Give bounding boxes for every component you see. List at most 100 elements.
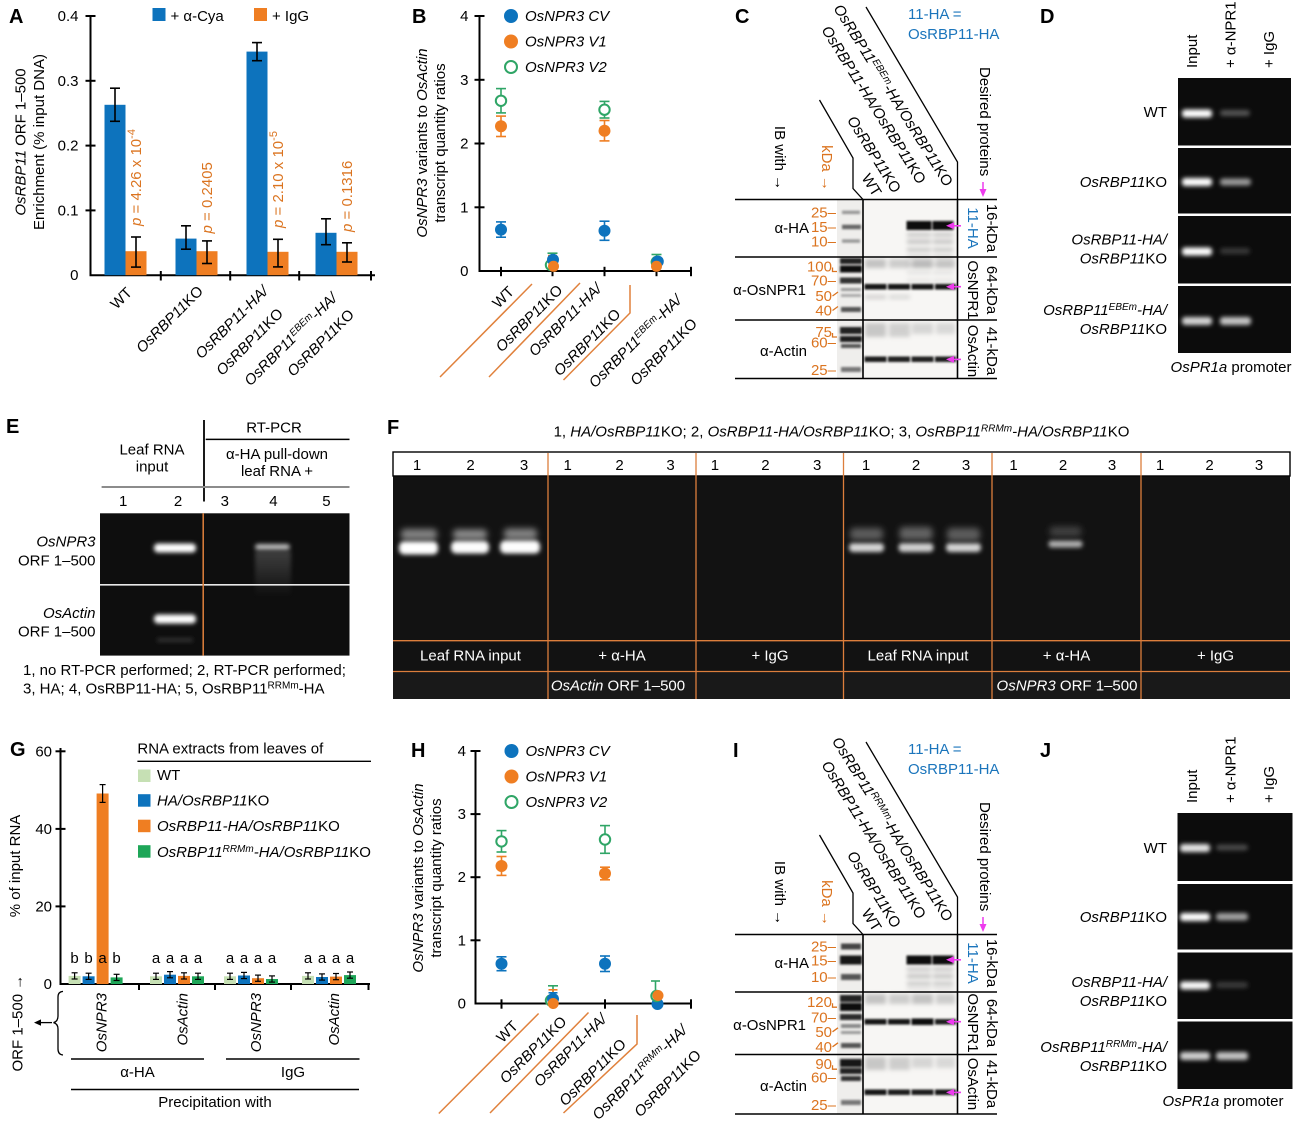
svg-text:2: 2 [912, 457, 920, 474]
svg-text:OsActin: OsActin [43, 605, 96, 622]
svg-text:3: 3 [221, 493, 229, 510]
svg-text:p = 2.10 x 10-5: p = 2.10 x 10-5 [268, 131, 287, 229]
svg-text:kDa →: kDa → [818, 880, 835, 926]
svg-text:OsPR1a promoter: OsPR1a promoter [1171, 359, 1292, 376]
svg-text:α-OsNPR1: α-OsNPR1 [733, 1017, 806, 1034]
svg-text:Enrichment (% input DNA): Enrichment (% input DNA) [31, 54, 48, 230]
svg-text:41-kDa: 41-kDa [983, 1060, 1000, 1109]
svg-text:α-HA: α-HA [120, 1064, 155, 1081]
svg-text:b: b [84, 950, 92, 967]
svg-text:0: 0 [458, 996, 466, 1013]
svg-text:90: 90 [815, 1056, 832, 1073]
svg-text:0: 0 [460, 263, 468, 280]
svg-text:3: 3 [520, 457, 528, 474]
svg-text:0.3: 0.3 [58, 73, 79, 90]
svg-text:OsNPR1: OsNPR1 [964, 260, 981, 319]
svg-text:IB with →: IB with → [771, 126, 788, 190]
svg-text:1: 1 [862, 457, 870, 474]
svg-text:1: 1 [458, 932, 466, 949]
svg-text:A: A [9, 6, 23, 28]
svg-text:3: 3 [813, 457, 821, 474]
svg-text:2: 2 [458, 869, 466, 886]
svg-text:a: a [304, 950, 313, 967]
svg-text:+ α-NPR1: + α-NPR1 [1223, 736, 1240, 803]
svg-text:3: 3 [1255, 457, 1263, 474]
svg-text:OsNPR3: OsNPR3 [248, 992, 265, 1052]
svg-text:OsRBP11-HA: OsRBP11-HA [908, 26, 999, 43]
svg-text:p = 4.26 x 10-4: p = 4.26 x 10-4 [126, 129, 145, 227]
svg-text:+ IgG: + IgG [1261, 31, 1278, 68]
svg-text:OsRBP11KO: OsRBP11KO [1080, 251, 1167, 268]
svg-text:16-kDa: 16-kDa [983, 204, 1000, 253]
svg-text:25–: 25– [811, 362, 837, 379]
svg-text:3: 3 [460, 72, 468, 89]
svg-text:11-HA: 11-HA [964, 207, 981, 248]
svg-text:5: 5 [322, 493, 330, 510]
svg-text:a: a [226, 950, 235, 967]
svg-text:25–: 25– [811, 1097, 837, 1114]
svg-text:OsActin ORF 1–500: OsActin ORF 1–500 [551, 678, 685, 695]
svg-text:OsRBP11-HA: OsRBP11-HA [908, 761, 999, 778]
svg-text:Leaf RNA input: Leaf RNA input [868, 648, 970, 665]
svg-text:α-OsNPR1: α-OsNPR1 [733, 282, 806, 299]
svg-text:0: 0 [70, 267, 78, 284]
svg-text:WT: WT [489, 283, 518, 312]
svg-text:Input: Input [1184, 34, 1201, 68]
svg-text:a: a [268, 950, 277, 967]
svg-text:1: 1 [1156, 457, 1164, 474]
svg-text:2: 2 [1059, 457, 1067, 474]
svg-text:a: a [152, 950, 161, 967]
svg-text:b: b [70, 950, 78, 967]
svg-text:OsRBP11EBEm-HA/: OsRBP11EBEm-HA/ [1043, 302, 1169, 319]
svg-text:50: 50 [815, 288, 832, 305]
svg-text:a: a [318, 950, 327, 967]
svg-text:4: 4 [458, 743, 466, 760]
svg-text:OsNPR3 variants to OsActin: OsNPR3 variants to OsActin [414, 48, 431, 237]
svg-text:70–: 70– [811, 1010, 837, 1027]
svg-text:1: 1 [564, 457, 572, 474]
svg-text:64-kDa: 64-kDa [983, 999, 1000, 1048]
svg-text:3: 3 [666, 457, 674, 474]
svg-text:WT: WT [493, 1018, 522, 1047]
svg-text:OsNPR3: OsNPR3 [36, 534, 96, 551]
svg-text:1: 1 [1009, 457, 1017, 474]
svg-text:2: 2 [460, 136, 468, 153]
svg-text:OsRBP11 ORF 1–500: OsRBP11 ORF 1–500 [13, 68, 30, 215]
svg-text:D: D [1040, 6, 1054, 28]
svg-text:15–: 15– [811, 952, 837, 969]
svg-text:4: 4 [269, 493, 277, 510]
svg-text:kDa →: kDa → [818, 145, 835, 191]
svg-text:p = 0.1316: p = 0.1316 [339, 161, 356, 233]
svg-text:+ α-NPR1: + α-NPR1 [1223, 1, 1240, 68]
svg-text:60–: 60– [811, 1069, 837, 1086]
svg-text:Desired proteins: Desired proteins [976, 67, 993, 176]
svg-text:transcript quantity ratios: transcript quantity ratios [432, 63, 449, 222]
svg-text:70–: 70– [811, 273, 837, 290]
svg-text:Precipitation with: Precipitation with [158, 1094, 271, 1111]
svg-text:1: 1 [119, 493, 127, 510]
svg-text:3, HA; 4, OsRBP11-HA; 5, OsRBP: 3, HA; 4, OsRBP11-HA; 5, OsRBP11RRMm-HA [23, 681, 325, 698]
svg-text:G: G [10, 739, 26, 761]
svg-text:WT: WT [1144, 840, 1167, 857]
svg-text:OsRBP11KO: OsRBP11KO [1080, 909, 1167, 926]
svg-text:+ IgG: + IgG [1261, 766, 1278, 803]
svg-text:64-kDa: 64-kDa [983, 266, 1000, 315]
svg-text:1: 1 [711, 457, 719, 474]
svg-text:a: a [240, 950, 249, 967]
svg-text:3: 3 [458, 806, 466, 823]
svg-text:WT: WT [157, 767, 180, 784]
svg-text:HA/OsRBP11KO: HA/OsRBP11KO [157, 793, 269, 810]
svg-text:OsRBP11-HA/: OsRBP11-HA/ [1071, 232, 1168, 249]
svg-text:+ α-HA: + α-HA [598, 648, 645, 665]
svg-text:OsRBP11-HA/: OsRBP11-HA/ [1071, 974, 1168, 991]
svg-text:α-Actin: α-Actin [760, 343, 807, 360]
svg-text:0.1: 0.1 [58, 202, 79, 219]
svg-text:4: 4 [460, 8, 468, 25]
svg-text:OsNPR3 V1: OsNPR3 V1 [526, 769, 608, 786]
svg-text:a: a [98, 950, 107, 967]
svg-text:10–: 10– [811, 969, 837, 986]
svg-text:OsRBP11KO: OsRBP11KO [1080, 321, 1167, 338]
svg-text:OsActin: OsActin [175, 993, 192, 1046]
svg-text:WT: WT [107, 284, 136, 313]
svg-text:1, no RT-PCR performed; 2, RT-: 1, no RT-PCR performed; 2, RT-PCR perfor… [23, 662, 346, 679]
